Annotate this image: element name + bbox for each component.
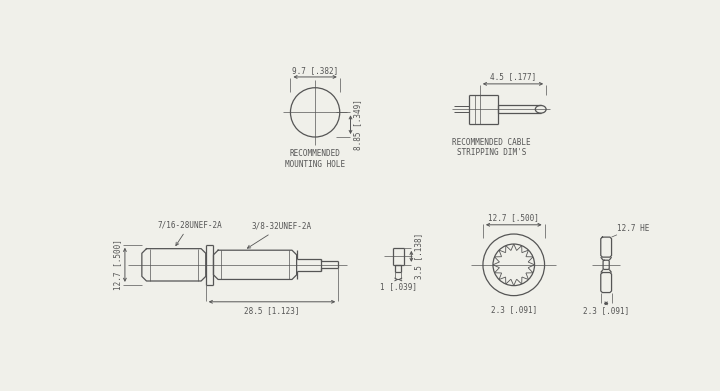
Text: 12.7 HE: 12.7 HE <box>617 224 649 233</box>
Text: RECOMMENDED CABLE
STRIPPING DIM'S: RECOMMENDED CABLE STRIPPING DIM'S <box>452 138 531 157</box>
Text: 2.3 [.091]: 2.3 [.091] <box>583 307 629 316</box>
Text: 8.85 [.349]: 8.85 [.349] <box>353 99 362 150</box>
Text: 3.5 [.138]: 3.5 [.138] <box>414 233 423 280</box>
Text: 7/16-28UNEF-2A: 7/16-28UNEF-2A <box>157 220 222 246</box>
Text: 28.5 [1.123]: 28.5 [1.123] <box>244 306 300 315</box>
Text: 9.7 [.382]: 9.7 [.382] <box>292 66 338 75</box>
Text: 3/8-32UNEF-2A: 3/8-32UNEF-2A <box>248 222 312 248</box>
Text: 12.7 [.500]: 12.7 [.500] <box>488 213 539 222</box>
Text: 2.3 [.091]: 2.3 [.091] <box>490 305 537 314</box>
Text: 1 [.039]: 1 [.039] <box>379 283 417 292</box>
Text: RECOMMENDED
MOUNTING HOLE: RECOMMENDED MOUNTING HOLE <box>285 149 345 169</box>
Text: 4.5 [.177]: 4.5 [.177] <box>490 73 536 82</box>
Text: 12.7 [.500]: 12.7 [.500] <box>114 239 122 290</box>
